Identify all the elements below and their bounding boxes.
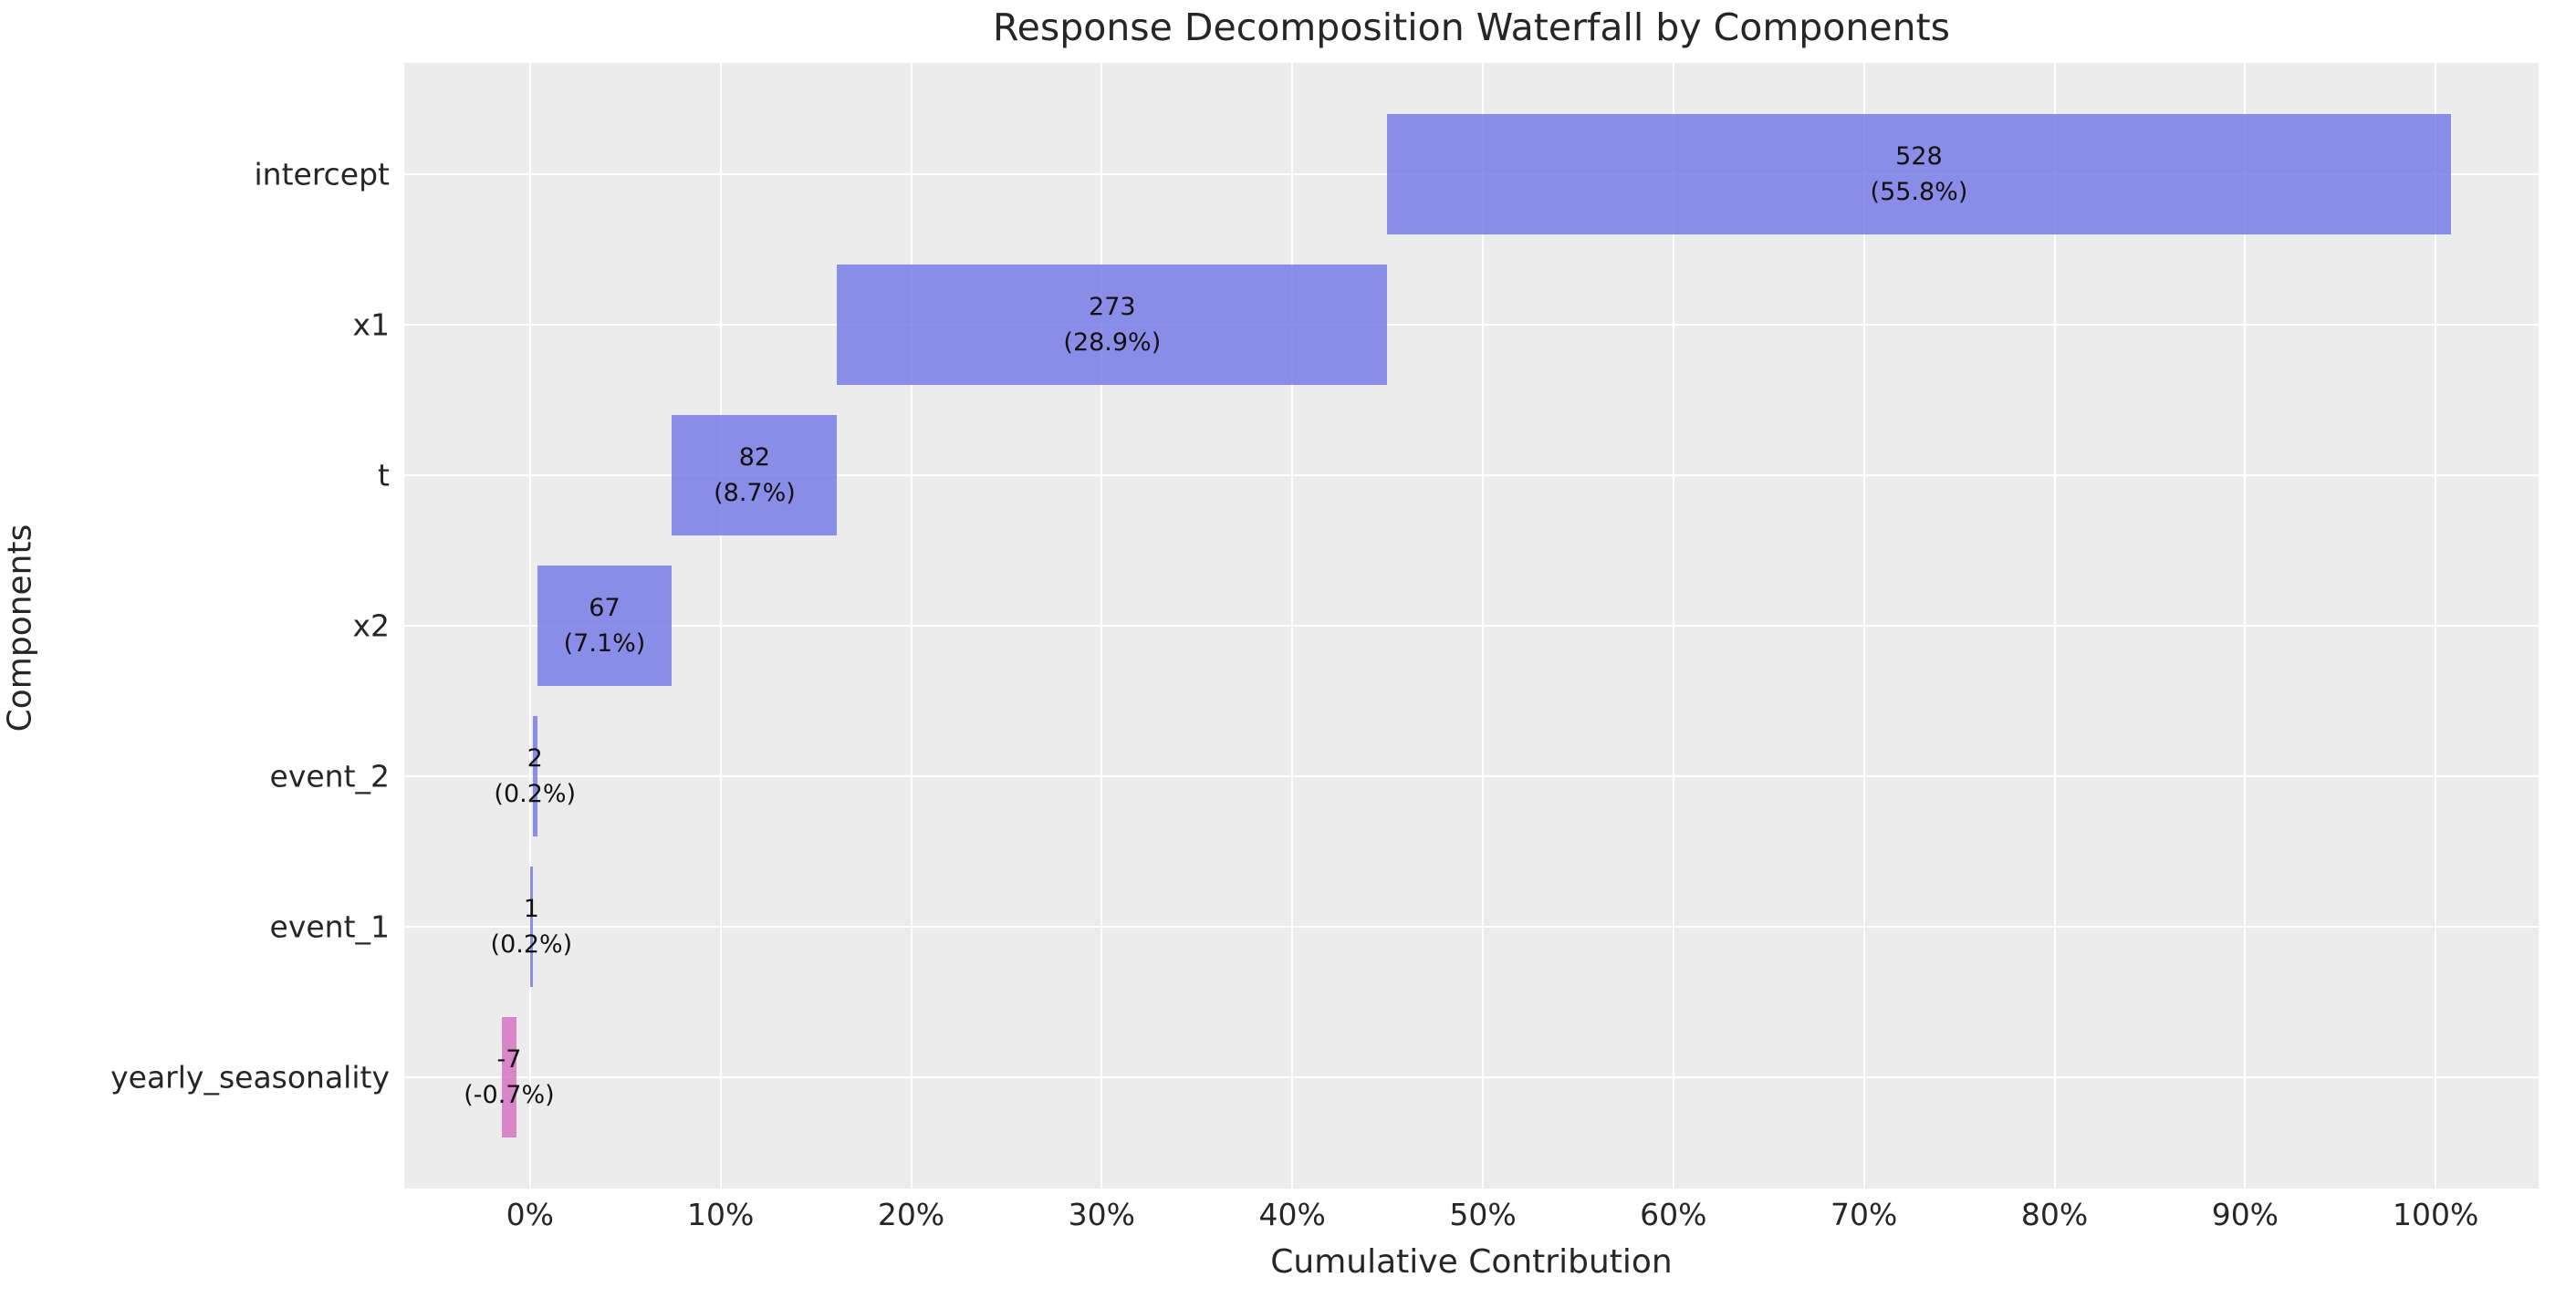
- y-gridline: [404, 1075, 2539, 1078]
- x-tick-label: 20%: [877, 1197, 945, 1232]
- y-tick-label-x1: x1: [352, 306, 390, 343]
- y-tick-label-event_1: event_1: [269, 909, 390, 945]
- y-tick-label-yearly_seasonality: yearly_seasonality: [110, 1059, 390, 1096]
- x-tick-label: 0%: [506, 1197, 555, 1232]
- y-gridline: [404, 324, 2539, 327]
- y-tick-label-t: t: [378, 457, 390, 493]
- chart-title: Response Decomposition Waterfall by Comp…: [992, 5, 1951, 49]
- x-tick-label: 70%: [1830, 1197, 1898, 1232]
- x-axis-label: Cumulative Contribution: [1270, 1243, 1673, 1281]
- bar-event_2: [532, 715, 537, 836]
- x-tick-label: 90%: [2211, 1197, 2279, 1232]
- y-tick-label-event_2: event_2: [269, 758, 390, 794]
- x-tick-label: 30%: [1068, 1197, 1136, 1232]
- bar-event_1: [529, 866, 533, 987]
- bar-t: [672, 415, 838, 535]
- y-tick-label-intercept: intercept: [254, 156, 391, 192]
- x-tick-label: 50%: [1449, 1197, 1517, 1232]
- bar-intercept: [1387, 114, 2451, 235]
- x-tick-label: 60%: [1640, 1197, 1707, 1232]
- bar-x2: [537, 566, 673, 686]
- x-tick-label: 100%: [2393, 1197, 2479, 1232]
- x-tick-label: 80%: [2020, 1197, 2089, 1232]
- plot-area: 528 (55.8%) 273 (28.9%) 82 (8.7%) 67 (7.1%) 2 (0.…: [404, 63, 2539, 1189]
- y-gridline: [404, 474, 2539, 477]
- bar-x1: [837, 265, 1388, 386]
- y-gridline: [404, 774, 2539, 777]
- x-tick-label: 40%: [1258, 1197, 1326, 1232]
- x-tick-label: 10%: [686, 1197, 755, 1232]
- bar-yearly_seasonality: [502, 1016, 516, 1137]
- y-gridline: [404, 925, 2539, 928]
- y-gridline: [404, 625, 2539, 627]
- y-tick-label-x2: x2: [352, 607, 390, 644]
